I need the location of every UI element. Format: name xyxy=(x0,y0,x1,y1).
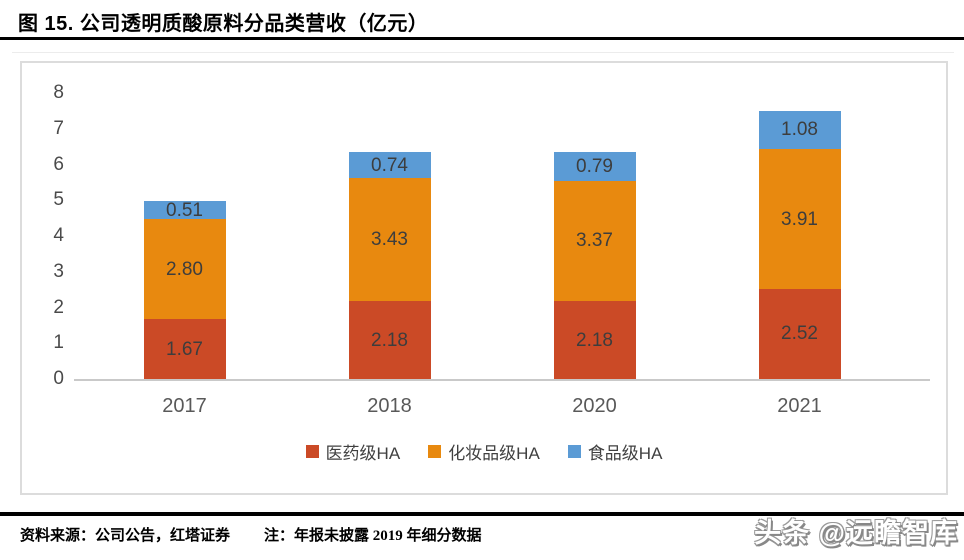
legend-swatch-icon xyxy=(305,445,319,458)
bar-segment: 1.67 xyxy=(143,319,226,379)
y-tick-label: 4 xyxy=(53,225,64,246)
bar-segment: 0.74 xyxy=(348,152,431,179)
bar-stack: 1.67 2.80 0.51 xyxy=(143,200,226,379)
watermark: 头条 @远瞻智库 xyxy=(754,518,958,548)
bar-stack: 2.18 3.37 0.79 xyxy=(553,152,636,379)
y-tick-label: 6 xyxy=(53,153,64,175)
legend-label: 食品级HA xyxy=(587,444,663,463)
bar-stack: 2.18 3.43 0.74 xyxy=(348,152,431,379)
x-tick-label: 2017 xyxy=(162,395,207,417)
y-tick-label: 3 xyxy=(53,260,64,282)
note-text: 注：年报未披露 2019 年细分数据 xyxy=(264,528,482,544)
y-tick-label: 0 xyxy=(53,368,64,389)
bar-segment: 1.08 xyxy=(758,110,841,150)
plot-area: 1.67 2.80 0.51 2.18 3.43 0.74 2.18 3.37 0.79 2.52… xyxy=(82,93,902,379)
legend-label: 化妆品级HA xyxy=(448,444,540,463)
title-divider xyxy=(0,37,964,40)
bar-segment: 3.91 xyxy=(758,149,841,289)
x-axis-line xyxy=(74,379,930,381)
source-line: 资料来源：公司公告，红塔证券 注：年报未披露 2019 年细分数据 xyxy=(20,524,482,545)
bar-stack: 2.52 3.91 1.08 xyxy=(758,110,841,379)
chart-legend: 医药级HA 化妆品级HA 食品级HA xyxy=(22,439,946,464)
x-tick-label: 2018 xyxy=(367,395,412,417)
source-text: 资料来源：公司公告，红塔证券 xyxy=(20,528,231,544)
y-tick-label: 5 xyxy=(53,189,64,211)
footer-divider xyxy=(0,512,964,516)
bar-segment: 0.79 xyxy=(553,152,636,181)
bar-segment: 2.52 xyxy=(758,288,841,379)
legend-swatch-icon xyxy=(428,445,442,458)
legend-item: 食品级HA xyxy=(567,439,663,464)
figure-title: 图 15. 公司透明质酸原料分品类营收（亿元） xyxy=(18,13,429,35)
bar-slot: 2.18 3.43 0.74 xyxy=(287,93,492,379)
legend-swatch-icon xyxy=(567,445,581,458)
y-tick-label: 1 xyxy=(53,332,64,354)
bar-slot: 1.67 2.80 0.51 xyxy=(82,93,287,379)
y-tick-label: 2 xyxy=(53,296,64,318)
bar-segment: 3.37 xyxy=(553,180,636,302)
y-tick-label: 8 xyxy=(53,82,64,103)
faint-divider xyxy=(12,52,954,53)
legend-item: 医药级HA xyxy=(305,439,401,464)
x-tick-label: 2020 xyxy=(572,395,617,417)
bar-segment: 0.51 xyxy=(143,200,226,220)
y-axis: 0 1 2 3 4 5 6 7 8 xyxy=(30,82,64,389)
bar-segment: 2.80 xyxy=(143,219,226,320)
bar-slot: 2.52 3.91 1.08 xyxy=(697,93,902,379)
bar-segment: 2.18 xyxy=(348,301,431,379)
x-axis-labels: 2017 2018 2020 2021 xyxy=(82,395,902,418)
legend-label: 医药级HA xyxy=(325,444,401,463)
bar-slot: 2.18 3.37 0.79 xyxy=(492,93,697,379)
legend-item: 化妆品级HA xyxy=(428,439,540,464)
y-tick-label: 7 xyxy=(53,117,64,139)
bar-segment: 3.43 xyxy=(348,178,431,302)
x-tick-label: 2021 xyxy=(777,395,822,417)
bar-segment: 2.18 xyxy=(553,301,636,379)
